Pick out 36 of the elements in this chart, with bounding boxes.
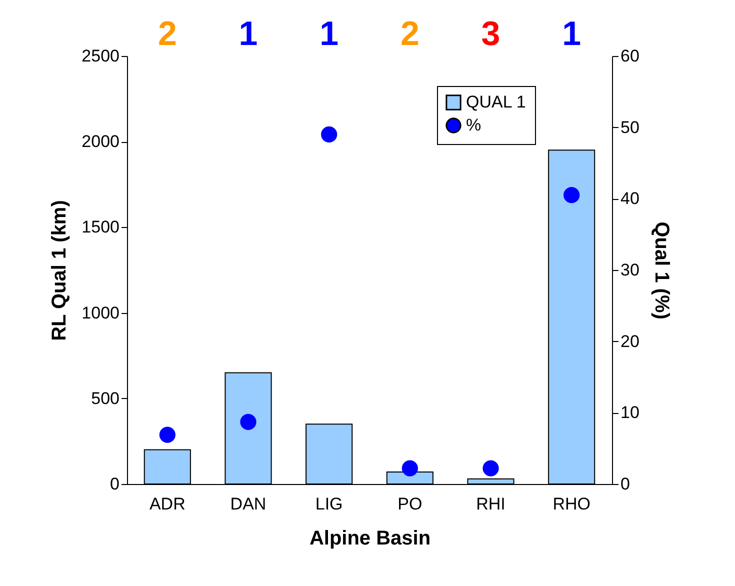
x-tick-label: DAN (230, 494, 266, 514)
y-tick-label: 0 (110, 474, 120, 494)
y2-tick-label: 50 (620, 118, 640, 137)
y2-tick-label: 60 (620, 46, 640, 66)
point (240, 414, 256, 430)
x-tick-label: RHI (476, 494, 506, 514)
text: 1 (238, 15, 258, 53)
y-tick-label: 2500 (82, 46, 120, 66)
y2-tick-label: 10 (620, 403, 640, 422)
y-tick-label: 2000 (82, 132, 120, 152)
text: 1 (562, 15, 582, 53)
text: 3 (481, 15, 500, 53)
point (321, 126, 338, 143)
y2-tick-label: 20 (620, 332, 640, 351)
y2-tick-label: 40 (620, 189, 640, 208)
x-tick-label: LIG (315, 494, 343, 514)
legend-label: % (466, 116, 482, 134)
text: 2 (400, 15, 420, 53)
x-tick-label: RHO (552, 494, 590, 514)
point (482, 460, 499, 476)
y2-tick-label: 0 (620, 474, 630, 494)
point (564, 187, 580, 204)
y-axis-title: RL Qual 1 (km) (48, 200, 71, 341)
text: 1 (320, 15, 339, 53)
legend-label: QUAL 1 (466, 92, 526, 112)
point (402, 460, 418, 476)
y-tick-label: 1000 (82, 303, 120, 322)
x-tick-label: ADR (149, 494, 186, 514)
y2-axis-title: Qual 1 (%) (650, 222, 672, 320)
x-axis-title: Alpine Basin (309, 528, 431, 550)
text: 2 (158, 15, 177, 53)
y2-tick-label: 30 (620, 260, 640, 280)
point (159, 426, 176, 443)
y-tick-label: 1500 (82, 218, 120, 237)
x-tick-label: PO (398, 494, 422, 514)
y-tick-label: 500 (91, 388, 120, 408)
